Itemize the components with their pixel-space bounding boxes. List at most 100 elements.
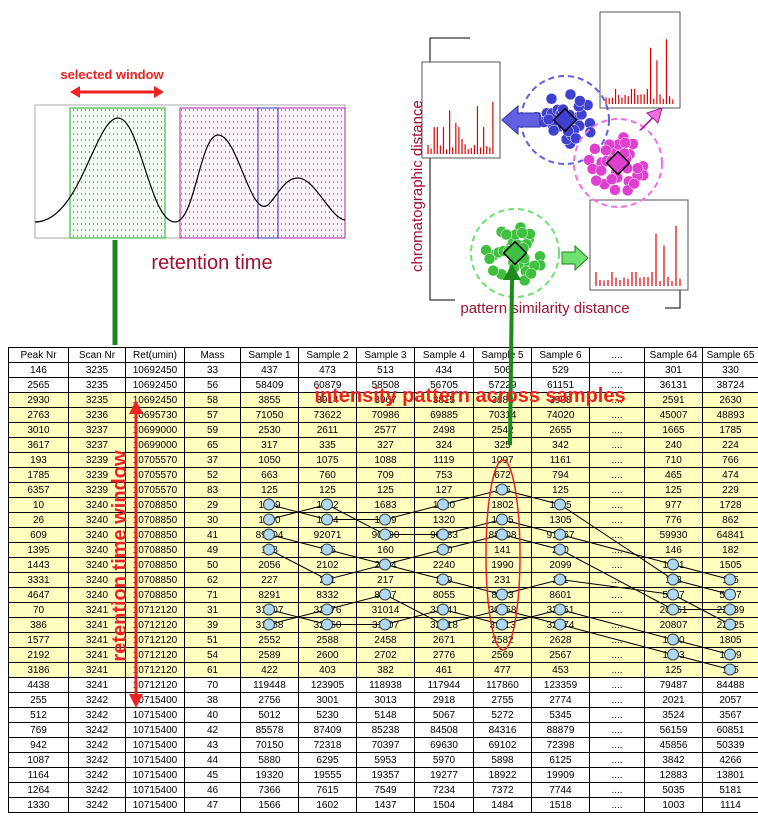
cluster-point <box>606 174 617 185</box>
table-cell: .... <box>590 498 645 513</box>
table-cell: 10712120 <box>126 618 185 633</box>
table-row: 2930323510692450583855391439673815388239… <box>9 393 758 408</box>
table-cell: 3331 <box>9 573 69 588</box>
table-cell: 19277 <box>415 768 474 783</box>
table-cell: 1443 <box>9 558 69 573</box>
table-cell: 10699000 <box>126 423 185 438</box>
table-cell: 5230 <box>299 708 357 723</box>
table-cell: 70397 <box>357 738 415 753</box>
cluster-point <box>589 143 600 154</box>
table-cell: 2774 <box>532 693 590 708</box>
table-cell: 71 <box>185 588 241 603</box>
table-cell: 2498 <box>415 423 474 438</box>
table-cell: 1728 <box>703 498 758 513</box>
table-cell: 2057 <box>703 693 758 708</box>
header-cell: Ret(umin) <box>126 348 185 363</box>
table-cell: 48893 <box>703 408 758 423</box>
table-cell: .... <box>590 738 645 753</box>
table-cell: 200 <box>532 543 590 558</box>
table-cell: 10715400 <box>126 738 185 753</box>
window <box>180 108 258 238</box>
table-cell: .... <box>590 573 645 588</box>
table-cell: 3240 <box>69 573 126 588</box>
table-cell: 1939 <box>241 498 299 513</box>
table-cell: 5181 <box>703 783 758 798</box>
table-cell: 88008 <box>474 528 532 543</box>
table-cell: 4438 <box>9 678 69 693</box>
table-cell: 324 <box>415 438 474 453</box>
table-cell: 1795 <box>532 498 590 513</box>
table-cell: 125 <box>241 483 299 498</box>
table-cell: 255 <box>9 693 69 708</box>
table-cell: 1932 <box>299 498 357 513</box>
table-cell: 1220 <box>415 498 474 513</box>
table-cell: 2458 <box>357 633 415 648</box>
figure: selected window retention time chromatog… <box>0 0 758 817</box>
table-cell: 10708850 <box>126 558 185 573</box>
table-cell: 60879 <box>299 378 357 393</box>
table-cell: 38 <box>185 693 241 708</box>
data-table: Peak NrScan NrRet(umin)MassSample 1Sampl… <box>8 347 758 813</box>
table-cell: 50 <box>185 558 241 573</box>
table-cell: 3241 <box>69 678 126 693</box>
table-cell: 2611 <box>299 423 357 438</box>
table-cell: .... <box>590 393 645 408</box>
table-cell: 45856 <box>645 738 703 753</box>
cluster-point <box>517 227 528 238</box>
table-cell: 10712120 <box>126 603 185 618</box>
table-cell: 3237 <box>69 423 126 438</box>
table-cell: 19555 <box>299 768 357 783</box>
table-cell: 2671 <box>415 633 474 648</box>
table-cell: 513 <box>357 363 415 378</box>
table-cell: 54 <box>185 648 241 663</box>
cluster-point <box>501 229 512 240</box>
table-cell: .... <box>590 723 645 738</box>
table-cell: 794 <box>532 468 590 483</box>
table-cell: 3186 <box>9 663 69 678</box>
table-cell: 3882 <box>474 393 532 408</box>
table-cell: 10715400 <box>126 708 185 723</box>
table-cell: 1504 <box>415 798 474 813</box>
table-cell: 1114 <box>703 798 758 813</box>
table-cell: .... <box>590 693 645 708</box>
table-cell: 10715400 <box>126 753 185 768</box>
table-cell: 30658 <box>474 603 532 618</box>
table-cell: 3236 <box>69 408 126 423</box>
table-row: 2192324110712120542589260027022776256925… <box>9 648 758 663</box>
table-cell: 5345 <box>532 708 590 723</box>
table-cell: 146 <box>9 363 69 378</box>
table-row: 2763323610695730577105073622709866988570… <box>9 408 758 423</box>
cluster-point <box>484 253 495 264</box>
cluster-point <box>570 133 581 144</box>
table-cell: 3241 <box>69 663 126 678</box>
table-cell: 3242 <box>69 708 126 723</box>
table-cell: 2530 <box>241 423 299 438</box>
table-row: 1264324210715400467366761575497234737277… <box>9 783 758 798</box>
header-cell: Mass <box>185 348 241 363</box>
table-cell: 422 <box>241 663 299 678</box>
cluster-point <box>574 95 585 106</box>
spectra <box>422 12 688 290</box>
table-cell: 10708850 <box>126 573 185 588</box>
table-cell: 1505 <box>703 558 758 573</box>
table-cell: 61151 <box>532 378 590 393</box>
table-cell: 5707 <box>703 588 758 603</box>
table-cell: 2588 <box>299 633 357 648</box>
table-row: 1443324010708850502056210221042240199020… <box>9 558 758 573</box>
table-cell: 2240 <box>415 558 474 573</box>
table-cell: 1990 <box>474 558 532 573</box>
table-cell: 40 <box>185 708 241 723</box>
table-cell: 10705570 <box>126 483 185 498</box>
cluster-point <box>591 175 602 186</box>
table-cell: 83 <box>185 483 241 498</box>
table-cell: 1164 <box>9 768 69 783</box>
table-cell: 709 <box>357 468 415 483</box>
table-cell: 125 <box>357 483 415 498</box>
table-cell: 10708850 <box>126 498 185 513</box>
table-cell: 2776 <box>415 648 474 663</box>
table-cell: 10708850 <box>126 513 185 528</box>
table-cell: 5587 <box>645 588 703 603</box>
table-cell: 79487 <box>645 678 703 693</box>
table-cell: 5970 <box>415 753 474 768</box>
table-cell: 1290 <box>241 513 299 528</box>
